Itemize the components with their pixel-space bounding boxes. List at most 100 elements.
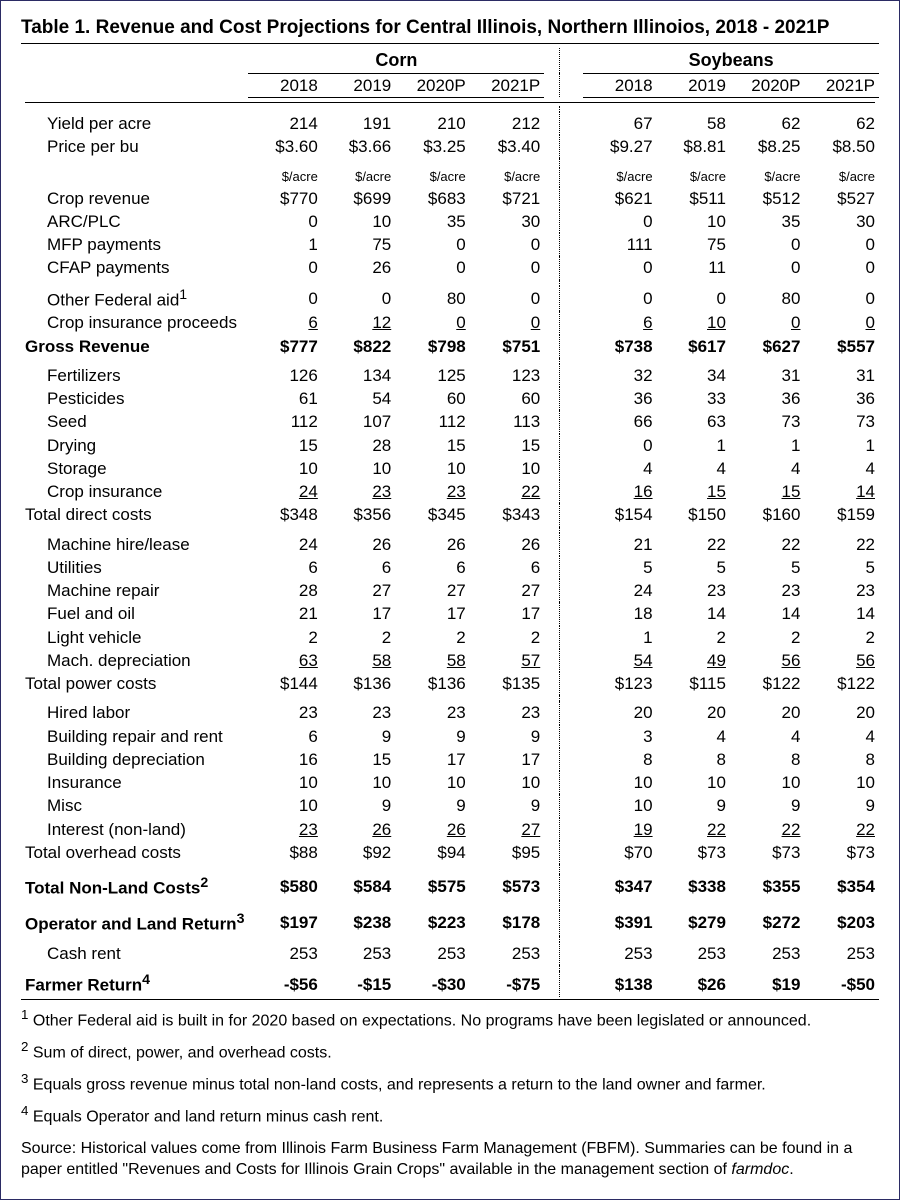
cell: $3.60	[248, 135, 321, 158]
cell: $557	[804, 335, 879, 358]
years-row: 201820192020P2021P201820192020P2021P	[21, 73, 879, 97]
cell: 253	[470, 942, 545, 965]
cell: $70	[583, 841, 656, 864]
row-bdep: Building depreciation161517178888	[21, 748, 879, 771]
cell: $122	[730, 672, 805, 695]
row-label: Total Non-Land Costs2	[21, 874, 248, 900]
cell: -$15	[322, 971, 395, 997]
row-misc: Misc1099910999	[21, 794, 879, 817]
cell: $115	[657, 672, 730, 695]
cell: 8	[804, 748, 879, 771]
cell: 22	[730, 818, 805, 841]
cell: 9	[470, 725, 545, 748]
cell: 0	[804, 286, 879, 312]
footnote-4: 4 Equals Operator and land return minus …	[21, 1102, 879, 1128]
cell: $203	[804, 910, 879, 936]
row-stor: Storage101010104444	[21, 457, 879, 480]
cell: 23	[395, 701, 470, 724]
cell: 9	[804, 794, 879, 817]
cell: 214	[248, 112, 321, 135]
row-cr: Cash rent253253253253253253253253	[21, 942, 879, 965]
cell: $343	[470, 503, 545, 526]
cell: 12	[322, 311, 395, 334]
cell: 80	[730, 286, 805, 312]
cell: 5	[804, 556, 879, 579]
cell: 14	[804, 480, 879, 503]
cell: 2	[395, 626, 470, 649]
cell: $798	[395, 335, 470, 358]
cell: $9.27	[583, 135, 656, 158]
corn-header: Corn	[248, 48, 544, 73]
row-label: Storage	[21, 457, 248, 480]
cell: $8.81	[657, 135, 730, 158]
cell: 0	[470, 233, 545, 256]
cell: 10	[804, 771, 879, 794]
cell: $822	[322, 335, 395, 358]
cell: 8	[583, 748, 656, 771]
cell: 35	[395, 210, 470, 233]
cell: 10	[395, 771, 470, 794]
row-label: Drying	[21, 434, 248, 457]
cell: $770	[248, 187, 321, 210]
cell: 6	[322, 556, 395, 579]
soy-header: Soybeans	[583, 48, 879, 73]
cell: 54	[322, 387, 395, 410]
cell: 4	[657, 457, 730, 480]
row-label: Interest (non-land)	[21, 818, 248, 841]
cell: $95	[470, 841, 545, 864]
cell: 20	[804, 701, 879, 724]
cell: 34	[657, 364, 730, 387]
row-label: Crop insurance	[21, 480, 248, 503]
cell: 10	[657, 210, 730, 233]
cell: 0	[470, 286, 545, 312]
row-cfap: CFAP payments0260001100	[21, 256, 879, 279]
row-label: Fuel and oil	[21, 602, 248, 625]
row-mfp: MFP payments175001117500	[21, 233, 879, 256]
row-label: Building repair and rent	[21, 725, 248, 748]
row-label: Other Federal aid1	[21, 286, 248, 312]
per-acre-label: $/acre	[248, 168, 321, 186]
cell: 20	[583, 701, 656, 724]
row-lv: Light vehicle22221222	[21, 626, 879, 649]
cell: 4	[657, 725, 730, 748]
cell: 10	[322, 210, 395, 233]
cell: 3	[583, 725, 656, 748]
cell: 26	[322, 818, 395, 841]
cell: 113	[470, 410, 545, 433]
cell: 58	[322, 649, 395, 672]
cell: 58	[395, 649, 470, 672]
cell: 6	[248, 311, 321, 334]
row-label: Insurance	[21, 771, 248, 794]
cell: 15	[322, 748, 395, 771]
cell: 9	[322, 794, 395, 817]
cell: 17	[395, 602, 470, 625]
cell: 23	[322, 701, 395, 724]
row-label: CFAP payments	[21, 256, 248, 279]
row-label: MFP payments	[21, 233, 248, 256]
cell: 126	[248, 364, 321, 387]
cell: 212	[470, 112, 545, 135]
cell: 10	[322, 771, 395, 794]
cell: $279	[657, 910, 730, 936]
cell: 0	[583, 434, 656, 457]
cell: 22	[657, 818, 730, 841]
cell: 10	[657, 771, 730, 794]
row-label: Price per bu	[21, 135, 248, 158]
row-label: Pesticides	[21, 387, 248, 410]
row-seed: Seed11210711211366637373	[21, 410, 879, 433]
footnote-1: 1 Other Federal aid is built in for 2020…	[21, 1006, 879, 1032]
cell: 10	[730, 771, 805, 794]
cell: $575	[395, 874, 470, 900]
cell: 17	[470, 602, 545, 625]
cell: 56	[804, 649, 879, 672]
cell: 62	[730, 112, 805, 135]
cell: 23	[395, 480, 470, 503]
year-col: 2019	[322, 73, 395, 97]
cell: 9	[730, 794, 805, 817]
footnote-3: 3 Equals gross revenue minus total non-l…	[21, 1070, 879, 1096]
cell: 1	[248, 233, 321, 256]
row-arcplc: ARC/PLC01035300103530	[21, 210, 879, 233]
cell: $527	[804, 187, 879, 210]
cell: 57	[470, 649, 545, 672]
row-toc: Total overhead costs$88$92$94$95$70$73$7…	[21, 841, 879, 864]
